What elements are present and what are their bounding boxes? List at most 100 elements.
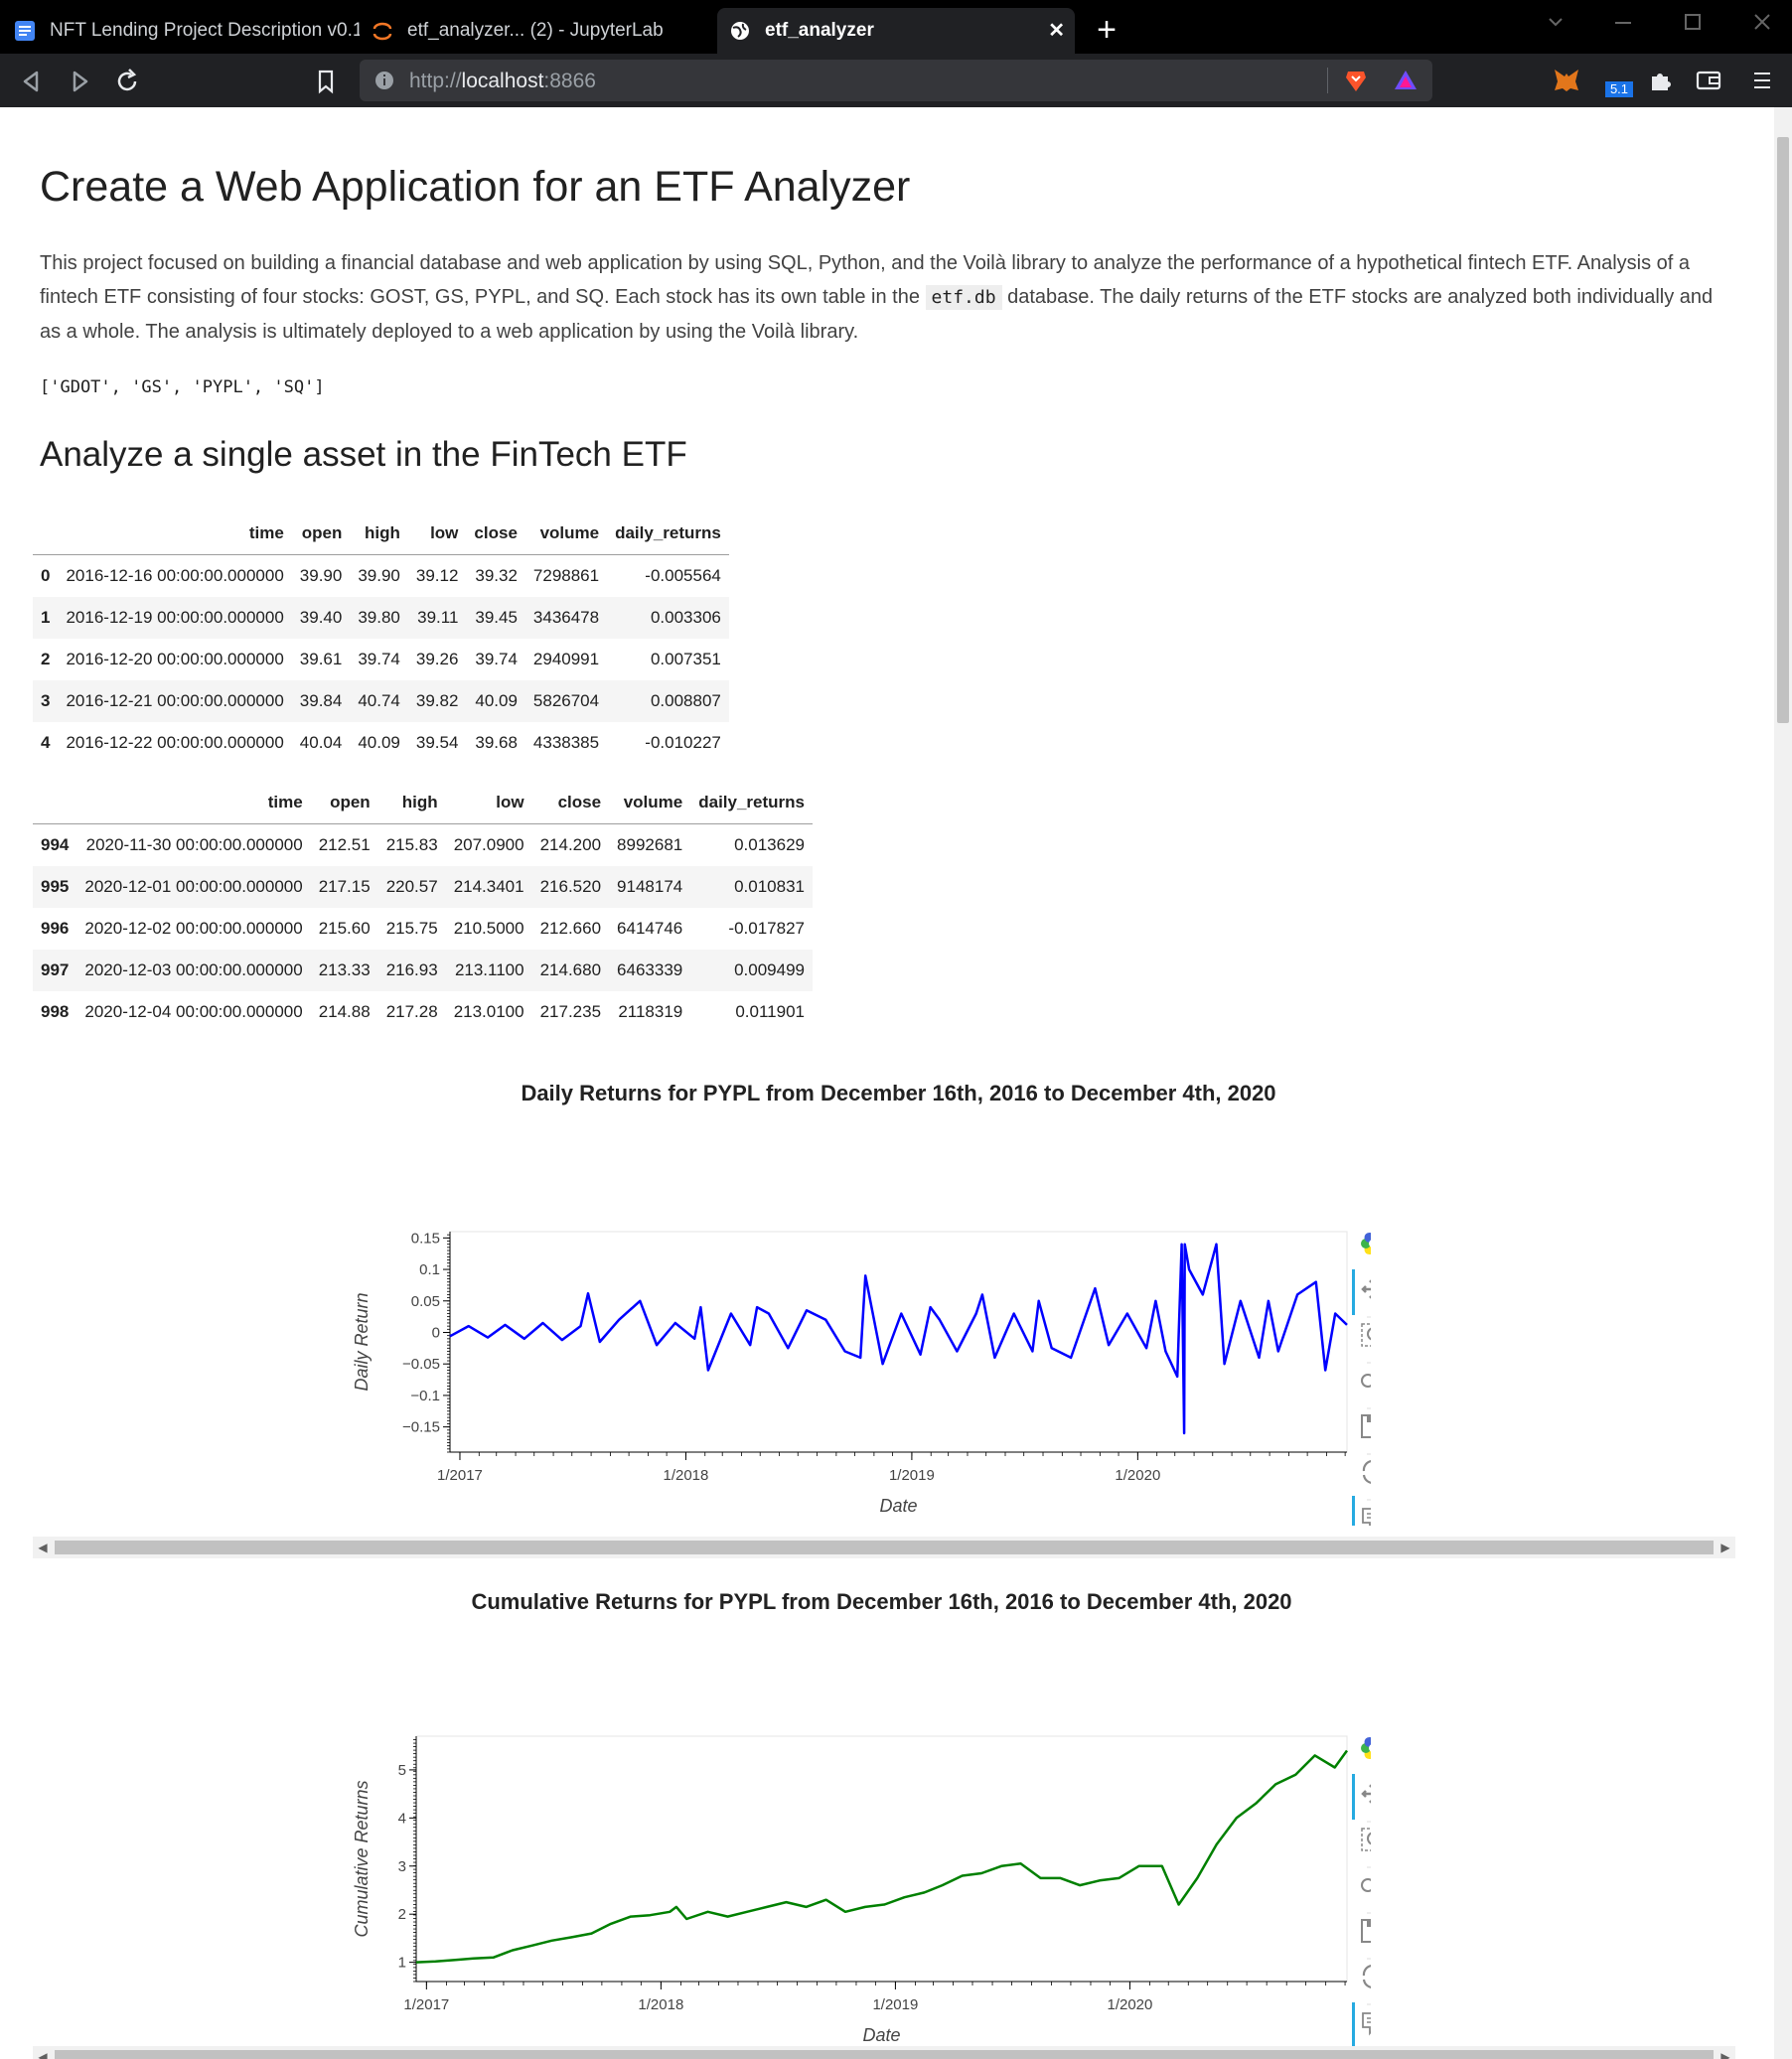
jupyter-icon (373, 22, 392, 41)
plot-area[interactable] (415, 1735, 1348, 1983)
table-cell: 39.74 (475, 650, 518, 668)
y-tick-label: 0.15 (411, 1230, 440, 1247)
y-tick-label: −0.15 (402, 1419, 440, 1436)
pan-icon[interactable] (1361, 1279, 1371, 1299)
bokeh-toolbar[interactable] (1352, 1736, 1371, 2048)
chart-title: Daily Returns for PYPL from December 16t… (521, 1081, 1275, 1105)
series-line[interactable] (449, 1243, 1348, 1435)
table-cell: 39.40 (299, 608, 343, 627)
horizontal-scrollbar[interactable]: ◀ ▶ (33, 2046, 1735, 2059)
scrollbar-thumb[interactable] (1777, 137, 1789, 723)
reload-icon[interactable] (109, 64, 145, 99)
save-icon[interactable] (1361, 1919, 1371, 1943)
info-icon[interactable] (373, 70, 395, 91)
column-header: open (291, 513, 351, 555)
tab-etf-analyzer[interactable]: etf_analyzer ✕ (717, 8, 1075, 54)
bokeh-toolbar[interactable] (1352, 1232, 1371, 1526)
forward-icon[interactable] (62, 64, 97, 99)
ticker-list-output: ['GDOT', 'GS', 'PYPL', 'SQ'] (40, 377, 325, 397)
table-cell: 0.009499 (734, 960, 805, 979)
metamask-icon[interactable] (1552, 66, 1581, 95)
scroll-right-arrow[interactable]: ▶ (1720, 2050, 1730, 2059)
wallet-icon[interactable] (1695, 68, 1722, 93)
y-tick-label: −0.05 (402, 1356, 440, 1373)
table-cell: 40.09 (358, 733, 400, 752)
x-tick-label: 1/2018 (663, 1467, 708, 1484)
tab-search-icon[interactable] (1536, 8, 1575, 38)
column-header: time (76, 782, 311, 824)
column-header: time (58, 513, 292, 555)
table-row: 0 2016-12-16 00:00:00.000000 39.90 39.90 39.… (33, 554, 729, 597)
hover-icon[interactable] (1362, 1508, 1371, 1526)
table-cell: 39.11 (417, 608, 459, 627)
page-title: Create a Web Application for an ETF Anal… (40, 163, 911, 211)
table-cell: 7298861 (532, 566, 600, 585)
table-row: 997 2020-12-03 00:00:00.000000 213.33 216.9… (33, 950, 813, 991)
url-text[interactable]: http://localhost:8866 (409, 70, 596, 92)
column-header: low (445, 782, 532, 824)
address-bar[interactable]: http://localhost:8866 (360, 60, 1432, 101)
scroll-left-arrow[interactable]: ◀ (38, 2050, 48, 2059)
save-icon[interactable] (1361, 1414, 1371, 1438)
series-line[interactable] (415, 1749, 1349, 1964)
hover-icon[interactable] (1362, 2012, 1371, 2036)
reset-icon[interactable] (1362, 1965, 1371, 1988)
table-row: 996 2020-12-02 00:00:00.000000 215.60 215.7… (33, 908, 813, 950)
x-axis-label: Date (862, 2025, 900, 2045)
table-cell: 39.68 (475, 733, 518, 752)
lens-glyph (1367, 1832, 1371, 1845)
table-cell: 2016-12-22 00:00:00.000000 (66, 733, 284, 752)
table-cell: 216.93 (385, 960, 438, 979)
active-tool-indicator (1352, 1269, 1355, 1315)
table-cell: 39.54 (415, 733, 459, 752)
pan-glyph (1361, 1279, 1371, 1299)
close-tab-icon[interactable]: ✕ (1048, 20, 1065, 42)
row-index: 4 (41, 733, 51, 752)
maximize-icon[interactable] (1673, 8, 1713, 38)
back-icon[interactable] (14, 64, 50, 99)
menu-icon[interactable] (1750, 68, 1774, 93)
y-tick-label: −0.1 (410, 1388, 440, 1404)
bookmark-icon[interactable] (308, 64, 344, 99)
floppy-glyph (1361, 1414, 1371, 1438)
row-index: 997 (41, 960, 70, 979)
table-cell: -0.017827 (728, 919, 805, 938)
tab-nft-lending[interactable]: NFT Lending Project Description v0.1 | (14, 8, 360, 54)
table-cell: 215.75 (385, 919, 438, 938)
table-cell: 2118319 (618, 1002, 683, 1021)
pan-glyph (1361, 1784, 1371, 1804)
extension-badge[interactable]: 5.1 (1605, 66, 1635, 97)
daily-returns-plot[interactable]: Daily Returns for PYPL from December 16t… (338, 1079, 1371, 1526)
plot-area[interactable] (449, 1231, 1348, 1453)
brave-rewards-icon[interactable] (1393, 68, 1419, 93)
scroll-left-arrow[interactable]: ◀ (38, 1541, 48, 1554)
close-window-icon[interactable] (1742, 8, 1782, 38)
scrollbar-thumb[interactable] (55, 2050, 1714, 2059)
scroll-right-arrow[interactable]: ▶ (1720, 1541, 1730, 1554)
bokeh-logo-icon[interactable] (1361, 1736, 1371, 1760)
wheel-zoom-icon[interactable] (1361, 1373, 1371, 1393)
reset-icon[interactable] (1362, 1460, 1371, 1484)
minimize-icon[interactable] (1603, 8, 1643, 38)
cumulative-returns-plot[interactable]: Cumulative Returns for PYPL from Decembe… (338, 1587, 1371, 2059)
table-cell: 39.45 (475, 608, 518, 627)
browser-toolbar: http://localhost:8866 5.1 (0, 54, 1792, 107)
pan-icon[interactable] (1361, 1784, 1371, 1804)
new-tab-button[interactable]: + (1097, 11, 1117, 49)
horizontal-scrollbar[interactable]: ◀ ▶ (33, 1537, 1735, 1558)
table-row: 995 2020-12-01 00:00:00.000000 217.15 220.5… (33, 866, 813, 908)
hover-bubble (1362, 1508, 1371, 1526)
wheel-zoom-icon[interactable] (1361, 1877, 1371, 1897)
scrollbar-thumb[interactable] (55, 1541, 1714, 1554)
bokeh-logo-icon[interactable] (1361, 1232, 1371, 1255)
lens-glyph (1361, 1878, 1371, 1892)
tab-label: etf_analyzer (765, 20, 874, 41)
box-zoom-icon[interactable] (1361, 1323, 1371, 1347)
table-cell: 39.90 (358, 566, 400, 585)
vertical-scrollbar[interactable] (1774, 107, 1792, 2059)
brave-shield-icon[interactable] (1343, 68, 1369, 93)
box-zoom-icon[interactable] (1361, 1828, 1371, 1851)
extensions-icon[interactable] (1647, 68, 1673, 93)
tab-jupyterlab[interactable]: etf_analyzer... (2) - JupyterLab (372, 8, 709, 54)
intro-paragraph: This project focused on building a finan… (40, 252, 1714, 343)
